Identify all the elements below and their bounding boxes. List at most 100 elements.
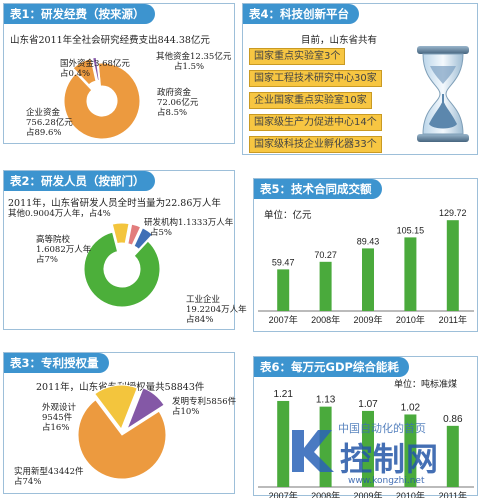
- panel-tech-contracts: 表5：技术合同成交额 单位：亿元 59.47 2007年 70.27 2008年 89.…: [253, 178, 478, 332]
- pie-chart: [83, 222, 161, 308]
- label-invention: 发明专利5856件 占10%: [172, 397, 236, 417]
- label-industry: 工业企业 19.2204万人年 占84%: [186, 295, 247, 325]
- panel-rd-personnel: 表2：研发人员（按部门） 2011年，山东省研发人员全时当量为22.86万人年 …: [3, 170, 247, 330]
- pie-slice-2: [72, 58, 97, 86]
- label-line: 占8.5%: [157, 108, 188, 118]
- bar: [404, 237, 417, 311]
- label-line: 实用新型43442件: [14, 467, 84, 477]
- platform-item: 国家工程技术研究中心30家: [249, 70, 382, 87]
- data-label: 1.13: [316, 395, 336, 406]
- watermark-line3: www.kongzhi.net: [348, 476, 425, 486]
- platform-intro: 目前，山东省共有: [301, 35, 378, 46]
- panel-title: 表6：每万元GDP综合能耗: [254, 357, 409, 377]
- label-university: 高等院校 1.6082万人年 占7%: [36, 235, 91, 265]
- panel-title: 表2：研发人员（按部门）: [4, 171, 155, 191]
- bar-chart: 59.47 2007年 70.27 2008年 89.43 2009年 105.15 2010…: [258, 208, 474, 325]
- x-tick-label: 2011年: [439, 490, 467, 498]
- x-tick-label: 2009年: [353, 490, 382, 498]
- bar: [319, 261, 332, 311]
- pie-slice-2: [94, 384, 138, 431]
- pie-chart: [77, 384, 167, 480]
- pie-slice-4: [133, 227, 154, 250]
- platform-item: 企业国家重点实验室10家: [249, 92, 372, 109]
- panel-energy-consumption: 表6：每万元GDP综合能耗 单位：吨标准煤 1.21 2007年 1.13 2008年…: [253, 356, 478, 498]
- bar: [362, 410, 374, 487]
- label-line: 国外资金3.68亿元: [60, 59, 130, 69]
- label-line: 1.6082万人年: [36, 245, 92, 255]
- bar: [362, 248, 374, 311]
- platform-item: 国家重点实验室3个: [249, 48, 346, 65]
- label-line: 政府资金: [157, 88, 192, 98]
- label-line: 19.2204万人年: [186, 305, 247, 315]
- panel-rd-funding: 表1：研发经费（按来源） 山东省2011年全社会研究经费支出844.38亿元 国…: [3, 3, 235, 144]
- x-tick-label: 2008年: [311, 314, 340, 325]
- label-line: 占10%: [172, 407, 200, 417]
- unit-label: 单位：亿元: [264, 210, 312, 221]
- label-line: 占5%: [150, 228, 172, 238]
- hourglass-icon: [417, 46, 469, 142]
- x-tick-label: 2008年: [311, 490, 340, 498]
- label-research: 研发机构1.1333万人年 占5%: [144, 218, 233, 238]
- data-label: 0.86: [443, 414, 463, 425]
- label-foreign: 国外资金3.68亿元 占0.4%: [60, 59, 130, 79]
- label-line: 占84%: [186, 315, 214, 325]
- pie-slice-1: [63, 62, 141, 140]
- label-line: 研发机构1.1333万人年: [144, 218, 234, 228]
- bar: [277, 269, 290, 311]
- pie-slice-4: [95, 56, 101, 81]
- x-tick-label: 2010年: [396, 314, 425, 325]
- label-line: 占89.6%: [26, 128, 62, 138]
- data-label: 89.43: [357, 236, 380, 246]
- label-other: 其他0.9004万人年，占4%: [8, 209, 111, 219]
- panel-subtitle: 2011年，山东省研发人员全时当量为22.86万人年: [8, 198, 221, 209]
- label-line: 企业资金: [26, 108, 61, 118]
- label-line: 756.28亿元: [26, 118, 73, 128]
- pie-chart: [63, 56, 141, 140]
- unit-label: 单位：吨标准煤: [394, 380, 458, 390]
- label-other: 其他资金12.35亿元 占1.5%: [156, 52, 231, 72]
- label-utility: 实用新型43442件 占74%: [14, 467, 84, 487]
- data-label: 129.72: [439, 208, 467, 218]
- label-line: 72.06亿元: [157, 98, 199, 108]
- data-label: 105.15: [397, 225, 425, 235]
- panel-title: 表4：科技创新平台: [243, 4, 360, 24]
- label-line: 占74%: [14, 477, 42, 487]
- x-tick-label: 2011年: [439, 314, 467, 325]
- data-label: 70.27: [314, 250, 337, 260]
- x-tick-label: 2009年: [353, 314, 382, 325]
- label-line: 占7%: [36, 255, 58, 265]
- label-gov: 政府资金 72.06亿元 占8.5%: [157, 88, 198, 118]
- panel-patents: 表3：专利授权量 2011年，山东省专利授权量共58843件 发明专利5856件…: [3, 352, 236, 494]
- data-label: 1.07: [358, 399, 378, 410]
- bar-chart: 1.21 2007年 1.13 2008年 1.07 2009年 1.02 2010年 0.86…: [258, 389, 474, 498]
- label-line: 高等院校: [36, 235, 71, 245]
- label-line: 发明专利5856件: [172, 397, 237, 407]
- x-tick-label: 2007年: [269, 490, 298, 498]
- label-line: 工业企业: [186, 295, 221, 305]
- label-line: 占0.4%: [60, 69, 91, 79]
- bar: [446, 220, 459, 311]
- label-line: 外观设计: [42, 403, 77, 413]
- label-enterprise: 企业资金 756.28亿元 占89.6%: [26, 108, 73, 138]
- panel-title: 表3：专利授权量: [4, 353, 109, 373]
- bar: [277, 400, 290, 487]
- bar: [446, 425, 459, 487]
- x-tick-label: 2007年: [269, 314, 298, 325]
- data-label: 1.02: [401, 402, 421, 413]
- pie-slice-2: [111, 222, 130, 245]
- label-line: 占16%: [42, 423, 70, 433]
- platform-item: 国家级科技企业孵化器33个: [249, 136, 382, 153]
- label-line: 占1.5%: [174, 62, 205, 72]
- x-tick-label: 2010年: [396, 490, 425, 498]
- pie-slice-3: [126, 387, 165, 431]
- bar: [404, 414, 417, 487]
- label-line: 其他资金12.35亿元: [156, 52, 232, 62]
- watermark-line2: 控制网: [340, 440, 440, 478]
- label-design: 外观设计 9545件 占16%: [42, 403, 76, 433]
- watermark-line1: 中国自动化的首页: [338, 422, 426, 435]
- watermark-logo-icon: [288, 426, 338, 476]
- pie-slice-3: [127, 223, 142, 246]
- pie-slice-1: [83, 231, 161, 308]
- platform-item: 国家级生产力促进中心14个: [249, 114, 382, 131]
- panel-title: 表5：技术合同成交额: [254, 179, 382, 199]
